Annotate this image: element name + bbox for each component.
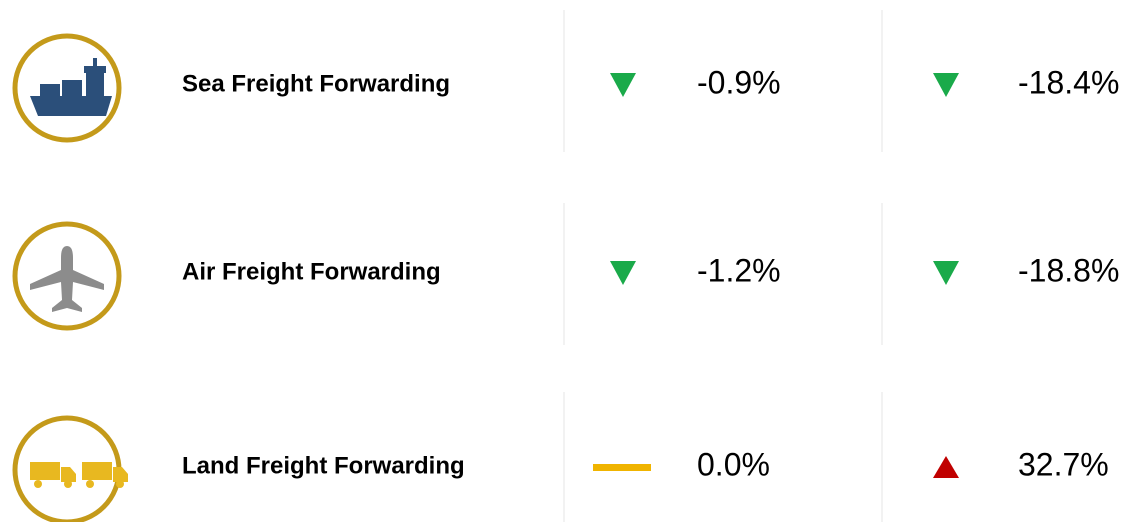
change-value: -18.8%	[1018, 252, 1119, 288]
change-value: -18.4%	[1018, 64, 1119, 100]
trend-down	[933, 261, 959, 285]
change-value: -1.2%	[697, 252, 781, 288]
trend-down	[610, 261, 636, 285]
trend-down	[610, 73, 636, 97]
plane-icon	[30, 246, 104, 312]
trend-up	[933, 456, 959, 478]
dividers	[563, 10, 883, 522]
row-label: Land Freight Forwarding	[182, 452, 465, 479]
truck-icon	[30, 462, 128, 488]
change-value: 32.7%	[1018, 446, 1109, 482]
row-label: Sea Freight Forwarding	[182, 70, 450, 97]
row-label: Air Freight Forwarding	[182, 258, 441, 285]
ship-icon	[30, 58, 112, 116]
change-value: -0.9%	[697, 64, 781, 100]
trend-flat	[593, 464, 651, 471]
change-value: 0.0%	[697, 446, 770, 482]
trend-down	[933, 73, 959, 97]
